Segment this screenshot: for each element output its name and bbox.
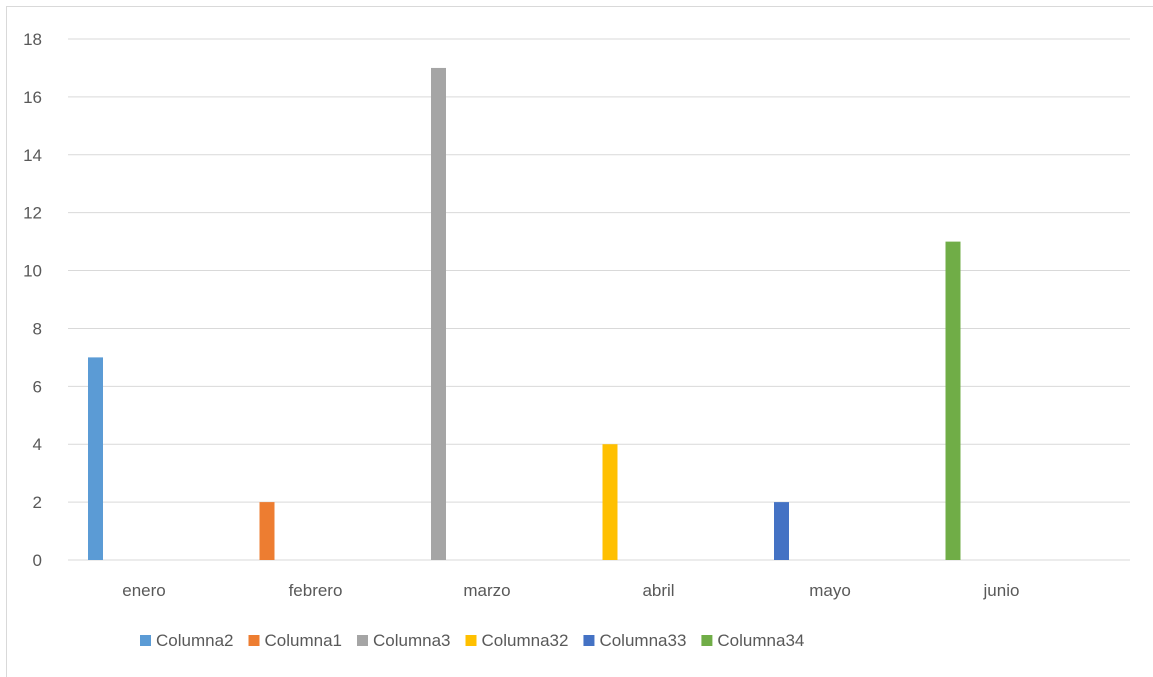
chart-frame	[6, 6, 1153, 677]
bar-columna1	[259, 502, 275, 560]
x-tick-label: abril	[642, 581, 674, 600]
y-tick-label: 18	[23, 30, 42, 49]
legend-swatch	[248, 635, 260, 646]
legend-item-columna3: Columna3	[357, 631, 451, 650]
y-tick-label: 6	[33, 377, 42, 396]
bars	[88, 67, 961, 560]
legend-label: Columna34	[717, 631, 804, 650]
legend-item-columna32: Columna32	[465, 631, 569, 650]
legend-label: Columna33	[599, 631, 686, 650]
legend-swatch	[701, 635, 713, 646]
legend-swatch	[140, 635, 151, 646]
y-tick-label: 0	[33, 551, 42, 570]
legend-swatch	[465, 635, 477, 646]
x-axis-tick-labels: enero febrero marzo abril mayo junio	[122, 581, 1019, 600]
x-tick-label: enero	[122, 581, 165, 600]
legend-label: Columna1	[265, 631, 343, 650]
bar-columna32	[602, 444, 618, 560]
y-tick-label: 2	[33, 493, 42, 512]
legend-label: Columna32	[482, 631, 569, 650]
x-tick-label: marzo	[463, 581, 510, 600]
bar-columna34	[945, 241, 961, 560]
y-axis-tick-labels: 0 2 4 6 8 10 12 14 16 18	[23, 30, 42, 570]
legend-label: Columna3	[373, 631, 451, 650]
legend-swatch	[583, 635, 595, 646]
y-tick-label: 16	[23, 88, 42, 107]
legend-item-columna2: Columna2	[140, 631, 234, 650]
bar-columna33	[774, 502, 789, 560]
legend-swatch	[357, 635, 368, 646]
legend-label: Columna2	[156, 631, 234, 650]
y-tick-label: 8	[33, 319, 42, 338]
y-tick-label: 10	[23, 262, 42, 281]
y-tick-label: 4	[33, 435, 42, 454]
x-tick-label: febrero	[289, 581, 343, 600]
y-tick-label: 12	[23, 204, 42, 223]
legend-item-columna33: Columna33	[583, 631, 686, 650]
y-tick-label: 14	[23, 146, 42, 165]
gridlines	[68, 38, 1130, 561]
x-tick-label: junio	[983, 581, 1020, 600]
bar-columna2	[88, 357, 103, 560]
bar-columna3	[431, 67, 446, 560]
x-tick-label: mayo	[809, 581, 851, 600]
legend-item-columna1: Columna1	[248, 631, 343, 650]
legend: Columna2 Columna1 Columna3 Columna32 Columna…	[140, 631, 804, 650]
legend-item-columna34: Columna34	[701, 631, 804, 650]
